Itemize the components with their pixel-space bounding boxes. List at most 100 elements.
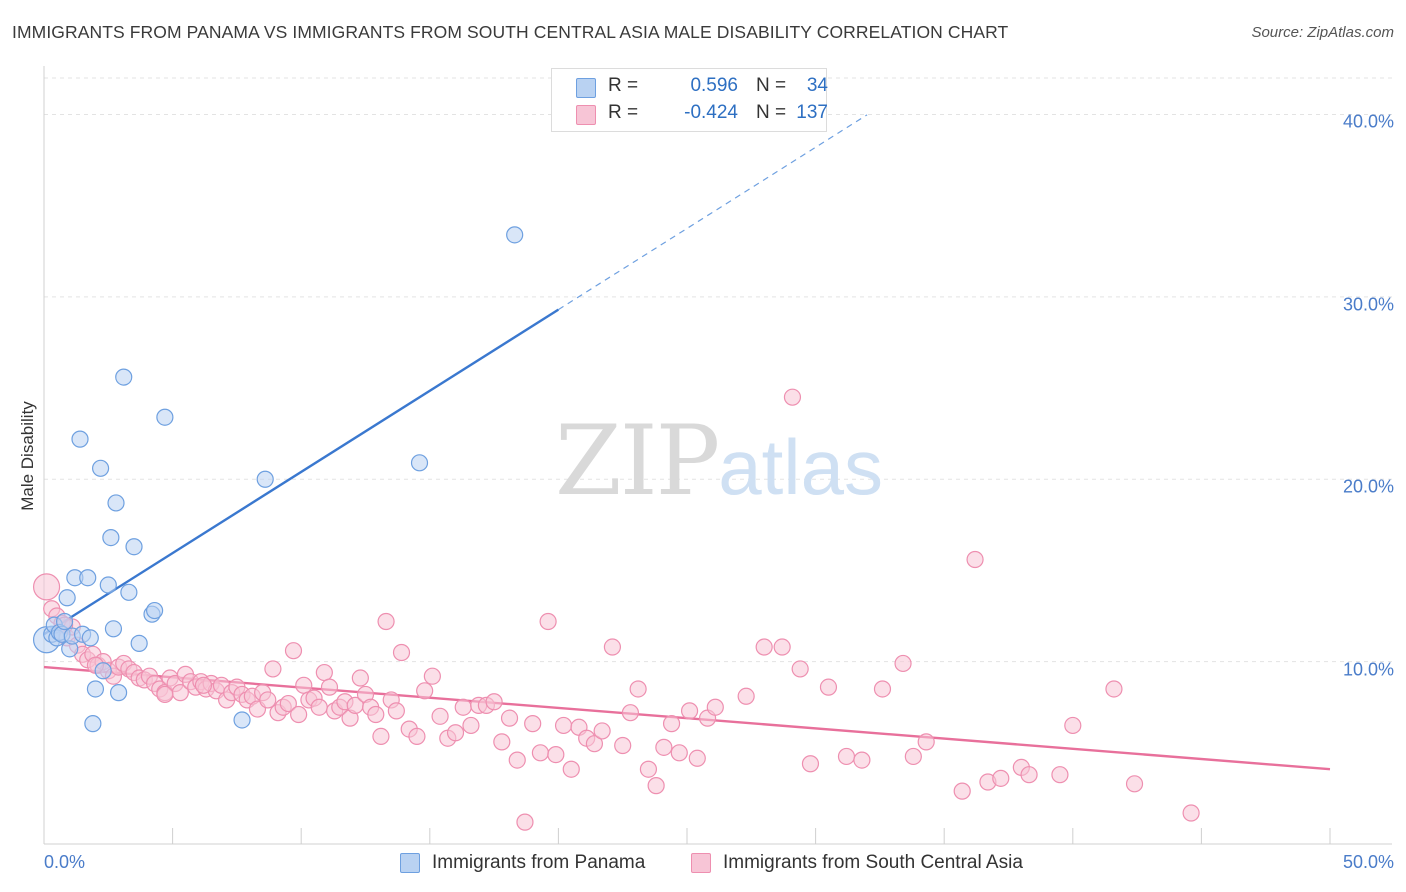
n-value: 137 (796, 102, 828, 123)
point-south-central-asia (585, 735, 604, 753)
point-south-central-asia (639, 760, 658, 778)
point-south-central-asia (629, 680, 647, 698)
point-south-central-asia (539, 612, 557, 631)
point-south-central-asia (1020, 766, 1038, 784)
point-south-central-asia (647, 777, 665, 795)
point-south-central-asia (953, 782, 971, 800)
point-south-central-asia (315, 663, 333, 682)
point-south-central-asia (680, 702, 699, 720)
point-south-central-asia (791, 660, 809, 678)
point-south-central-asia (508, 751, 526, 769)
point-south-central-asia (547, 746, 565, 764)
r-value: -0.424 (684, 102, 738, 123)
point-panama (410, 454, 429, 472)
r-label: R = (608, 102, 639, 123)
point-south-central-asia (416, 682, 434, 700)
stats-swatch-south-central-asia (576, 105, 596, 125)
point-panama (71, 430, 89, 448)
point-south-central-asia (819, 678, 838, 696)
point-south-central-asia (603, 638, 622, 656)
point-south-central-asia (32, 573, 61, 601)
point-panama (115, 368, 133, 386)
point-south-central-asia (367, 705, 385, 724)
point-south-central-asia (904, 747, 922, 766)
watermark-zip: ZIP (555, 405, 720, 517)
point-south-central-asia (670, 744, 688, 762)
point-panama (125, 538, 143, 556)
point-south-central-asia (284, 642, 303, 660)
point-south-central-asia (259, 691, 277, 709)
point-south-central-asia (621, 704, 640, 722)
point-panama (58, 589, 76, 607)
point-south-central-asia (264, 660, 282, 678)
point-south-central-asia (454, 698, 472, 716)
point-south-central-asia (500, 709, 519, 727)
source-label: Source: ZipAtlas.com (1251, 24, 1394, 41)
point-south-central-asia (462, 716, 480, 735)
point-south-central-asia (392, 643, 411, 662)
r-label: R = (608, 75, 639, 96)
point-south-central-asia (1125, 775, 1144, 793)
point-south-central-asia (431, 707, 449, 725)
point-south-central-asia (194, 676, 213, 694)
point-panama (109, 684, 128, 702)
stats-swatch-panama (576, 78, 596, 98)
point-south-central-asia (783, 388, 802, 406)
y-tick-label: 10.0% (1342, 659, 1394, 680)
point-panama (84, 715, 102, 733)
point-panama (55, 612, 74, 631)
x-tick-label-max: 50.0% (1342, 852, 1394, 872)
point-panama (91, 459, 110, 477)
point-panama (120, 583, 138, 601)
point-south-central-asia (966, 550, 984, 569)
point-south-central-asia (493, 733, 511, 751)
point-south-central-asia (524, 715, 542, 733)
point-south-central-asia (992, 769, 1010, 787)
point-south-central-asia (706, 698, 724, 716)
point-south-central-asia (446, 724, 465, 742)
watermark: ZIPatlas (555, 405, 883, 517)
point-south-central-asia (290, 705, 308, 724)
point-south-central-asia (614, 736, 632, 755)
point-south-central-asia (1182, 804, 1200, 822)
n-label: N = (756, 75, 787, 96)
point-south-central-asia (873, 680, 892, 698)
point-panama (156, 408, 174, 426)
point-panama (79, 569, 97, 587)
point-south-central-asia (554, 716, 573, 735)
point-south-central-asia (801, 755, 820, 773)
point-south-central-asia (917, 733, 935, 751)
point-panama (86, 680, 105, 698)
y-axis-label: Male Disability (18, 401, 37, 511)
point-south-central-asia (562, 760, 580, 778)
point-south-central-asia (737, 687, 755, 705)
point-south-central-asia (593, 722, 611, 740)
point-south-central-asia (279, 694, 297, 713)
n-label: N = (756, 102, 787, 123)
watermark-atlas: atlas (718, 423, 883, 511)
point-south-central-asia (853, 751, 871, 769)
n-value: 34 (806, 75, 828, 96)
chart-title: IMMIGRANTS FROM PANAMA VS IMMIGRANTS FRO… (12, 22, 1009, 42)
point-south-central-asia (1105, 680, 1123, 698)
point-panama (81, 629, 99, 647)
point-south-central-asia (351, 669, 369, 687)
point-panama (145, 601, 164, 620)
legend-label-panama: Immigrants from Panama (432, 852, 646, 873)
point-panama (94, 662, 112, 680)
point-panama (99, 576, 117, 594)
point-panama (233, 711, 251, 729)
point-panama (107, 494, 125, 512)
legend-label-south-central-asia: Immigrants from South Central Asia (723, 852, 1023, 873)
axes (43, 66, 1392, 845)
point-south-central-asia (516, 813, 534, 831)
trend-line-panama (43, 308, 560, 636)
point-panama (130, 634, 148, 652)
point-south-central-asia (655, 738, 673, 756)
point-south-central-asia (387, 702, 405, 720)
point-panama (256, 470, 274, 488)
point-panama (506, 226, 524, 244)
point-south-central-asia (662, 715, 681, 733)
y-tick-label: 20.0% (1342, 476, 1394, 497)
